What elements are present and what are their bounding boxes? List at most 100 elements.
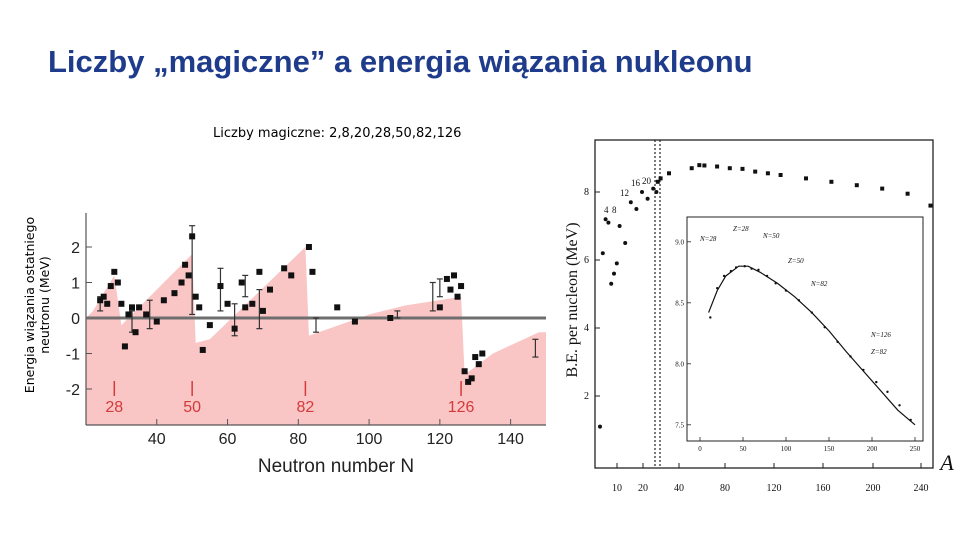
data-point bbox=[114, 279, 121, 286]
be-data-point bbox=[654, 190, 659, 194]
data-point bbox=[217, 283, 224, 290]
data-point bbox=[178, 279, 185, 286]
inset-data-point bbox=[743, 265, 746, 268]
inset-annotation: N=28 bbox=[699, 235, 717, 243]
right-y-tick-label: 6 bbox=[584, 255, 589, 266]
data-point bbox=[185, 272, 192, 279]
data-point bbox=[118, 300, 125, 307]
right-x-tick-label: 80 bbox=[720, 483, 730, 494]
inset-data-point bbox=[774, 282, 777, 285]
left-x-tick-label: 120 bbox=[426, 431, 453, 448]
left-y-tick-label: -1 bbox=[66, 347, 80, 364]
be-data-point bbox=[600, 251, 605, 256]
data-point bbox=[104, 300, 111, 307]
slide-title: Liczby „magiczne” a energia wiązania nuk… bbox=[48, 44, 753, 79]
magic-numbers-subtitle: Liczby magiczne: 2,8,20,28,50,82,126 bbox=[213, 126, 462, 141]
inset-data-point bbox=[836, 340, 839, 344]
be-data-point bbox=[645, 196, 650, 201]
be-point-label: 8 bbox=[612, 205, 617, 215]
data-point bbox=[309, 268, 316, 275]
left-x-tick-label: 60 bbox=[219, 431, 237, 448]
data-point bbox=[259, 307, 266, 314]
be-data-point bbox=[651, 186, 656, 191]
data-point bbox=[267, 286, 273, 293]
magic-number-label: 82 bbox=[296, 399, 314, 416]
data-point bbox=[447, 286, 454, 293]
inset-x-tick-label: 200 bbox=[867, 445, 878, 453]
be-data-point bbox=[778, 173, 783, 177]
inset-data-point bbox=[765, 274, 769, 278]
data-point bbox=[468, 375, 475, 382]
inset-annotation: N=50 bbox=[762, 232, 780, 240]
inset-data-point bbox=[784, 289, 788, 292]
data-point bbox=[231, 325, 238, 332]
data-point bbox=[136, 304, 143, 311]
left-x-tick-label: 40 bbox=[148, 431, 166, 448]
left-y-tick-label: 1 bbox=[71, 276, 80, 293]
data-point bbox=[334, 304, 341, 311]
left-chart: 2 1 0 -1 -2 40 60 80 100 120 140 28 50 82 126 Neutro… bbox=[66, 213, 546, 477]
inset-x-tick-label: 150 bbox=[824, 445, 835, 453]
magic-number-label: 126 bbox=[448, 399, 475, 416]
data-point bbox=[121, 343, 128, 350]
right-x-tick-label: 120 bbox=[767, 483, 782, 494]
be-data-point bbox=[804, 176, 808, 181]
data-point bbox=[242, 304, 249, 311]
inset-data-point bbox=[729, 269, 733, 273]
be-data-point bbox=[609, 281, 614, 286]
data-point bbox=[249, 300, 256, 307]
be-data-point bbox=[715, 164, 720, 169]
be-data-point bbox=[606, 220, 611, 225]
data-point bbox=[171, 290, 178, 297]
magic-number-label: 50 bbox=[183, 399, 201, 416]
data-point bbox=[443, 275, 450, 282]
inset-frame bbox=[686, 216, 924, 442]
be-data-point bbox=[667, 171, 671, 176]
data-point bbox=[111, 268, 118, 275]
data-point bbox=[238, 279, 245, 286]
data-point bbox=[129, 304, 135, 311]
data-point bbox=[189, 233, 196, 240]
binding-energy-shade bbox=[86, 247, 546, 425]
right-y-axis-label: B.E. per nucleon (MeV) bbox=[564, 222, 581, 377]
left-x-tick-label: 100 bbox=[356, 431, 383, 448]
be-data-point bbox=[634, 207, 639, 211]
inset-y-tick-label: 9.0 bbox=[675, 238, 684, 246]
be-data-point bbox=[740, 166, 745, 171]
right-x-axis-label: A bbox=[938, 450, 954, 475]
inset-annotation: Z=82 bbox=[871, 348, 887, 356]
data-point bbox=[436, 304, 443, 311]
data-point bbox=[387, 315, 394, 321]
inset-y-tick-label: 8.5 bbox=[675, 299, 684, 307]
right-x-tick-label: 20 bbox=[638, 483, 648, 494]
data-point bbox=[475, 361, 482, 368]
inset-data-point bbox=[810, 311, 813, 314]
inset-annotation: Z=50 bbox=[788, 257, 804, 265]
left-x-tick-label: 140 bbox=[497, 431, 524, 448]
left-y-tick-label: 0 bbox=[71, 311, 80, 328]
inset-annotation: Z=28 bbox=[733, 225, 749, 233]
right-x-tick-label: 200 bbox=[866, 483, 881, 494]
data-point bbox=[107, 283, 114, 290]
data-point bbox=[97, 297, 104, 304]
data-point bbox=[199, 346, 206, 353]
inset-data-point bbox=[823, 326, 826, 329]
data-point bbox=[196, 304, 203, 311]
right-y-tick-label: 4 bbox=[584, 323, 589, 334]
inset-data-point bbox=[709, 316, 712, 319]
magic-number-label: 28 bbox=[105, 399, 123, 416]
be-point-label: 4 bbox=[604, 205, 609, 215]
inset-data-point bbox=[734, 266, 738, 269]
inset-data-point bbox=[716, 286, 719, 290]
data-point bbox=[454, 293, 461, 300]
data-point bbox=[132, 329, 139, 336]
be-data-point bbox=[727, 166, 732, 171]
data-point bbox=[458, 283, 465, 290]
inset-x-tick-label: 250 bbox=[910, 445, 921, 453]
left-y-tick-label: 2 bbox=[71, 240, 80, 257]
be-data-point bbox=[623, 241, 628, 245]
inset-y-tick-label: 8.0 bbox=[675, 360, 684, 368]
be-point-label: 20 bbox=[642, 176, 652, 186]
